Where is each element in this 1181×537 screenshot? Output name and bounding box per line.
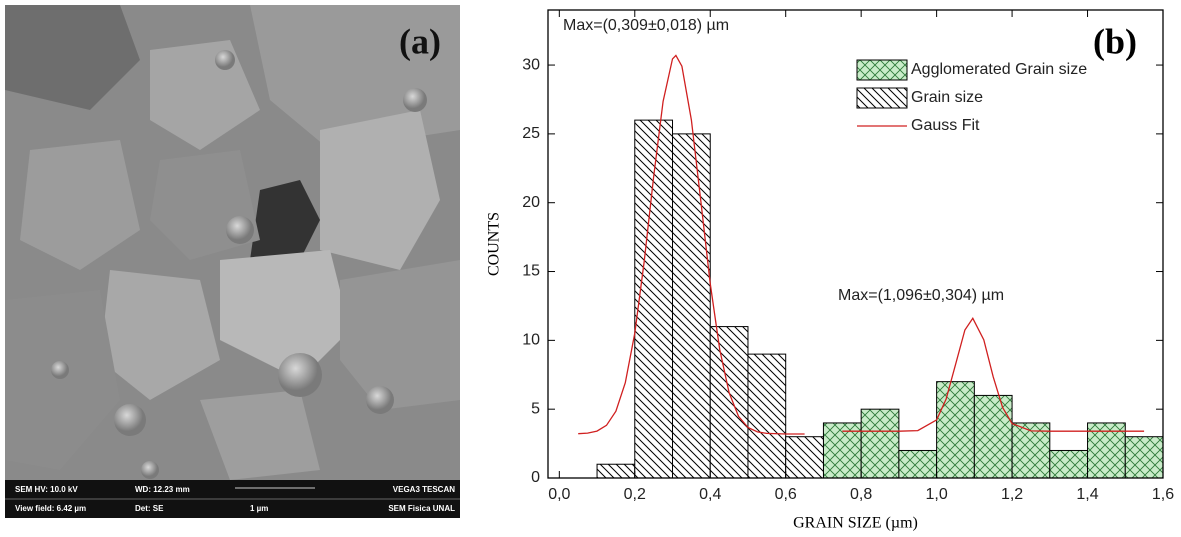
x-axis-label: GRAIN SIZE (µm) <box>793 515 918 532</box>
bar <box>709 326 749 479</box>
x-tick-label: 0,0 <box>548 486 570 503</box>
bar <box>822 422 862 479</box>
sem-info: View field: 6.42 µm <box>15 504 86 513</box>
x-tick-label: 1,4 <box>1076 486 1098 503</box>
y-tick-label: 5 <box>531 400 540 417</box>
legend-swatch <box>856 59 908 81</box>
x-tick-label: 1,0 <box>925 486 947 503</box>
bar <box>860 408 900 479</box>
bar <box>1011 422 1051 479</box>
bar <box>596 463 636 479</box>
sem-image <box>5 5 460 518</box>
bar <box>672 133 711 479</box>
sem-info: Det: SE <box>135 504 164 513</box>
annotation: Max=(1,096±0,304) µm <box>838 287 1004 304</box>
sem-info: 1 µm <box>250 504 268 513</box>
panel-label: (a) <box>399 21 441 61</box>
x-tick-label: 0,2 <box>624 486 646 503</box>
bar <box>936 381 975 479</box>
y-tick-label: 25 <box>522 125 540 142</box>
x-tick-label: 0,6 <box>775 486 797 503</box>
legend-swatch <box>856 87 908 109</box>
y-tick-label: 0 <box>531 469 540 486</box>
y-axis-label: COUNTS <box>486 212 503 276</box>
bar <box>785 436 824 479</box>
x-tick-label: 1,2 <box>1001 486 1023 503</box>
legend-label: Agglomerated Grain size <box>911 61 1087 78</box>
bar <box>1087 422 1126 479</box>
bar <box>1124 436 1164 479</box>
bar <box>973 394 1013 479</box>
y-tick-label: 30 <box>522 56 540 73</box>
legend-label: Gauss Fit <box>911 117 980 134</box>
x-tick-label: 0,4 <box>699 486 721 503</box>
bar <box>747 353 787 479</box>
x-tick-label: 0,8 <box>850 486 872 503</box>
bar <box>1049 449 1089 479</box>
bar <box>898 449 938 479</box>
panel-label: (b) <box>1093 21 1137 61</box>
sem-info: SEM Fisica UNAL <box>388 504 455 513</box>
sem-info: SEM HV: 10.0 kV <box>15 485 78 494</box>
y-tick-label: 15 <box>522 263 540 280</box>
y-tick-label: 10 <box>522 332 540 349</box>
legend-label: Grain size <box>911 89 983 106</box>
sem-info: WD: 12.23 mm <box>135 485 190 494</box>
fit-line <box>578 54 1145 435</box>
annotation: Max=(0,309±0,018) µm <box>563 17 729 34</box>
y-tick-label: 20 <box>522 194 540 211</box>
plot-frame <box>547 9 1164 479</box>
x-tick-label: 1,6 <box>1152 486 1174 503</box>
sem-info: VEGA3 TESCAN <box>393 485 455 494</box>
